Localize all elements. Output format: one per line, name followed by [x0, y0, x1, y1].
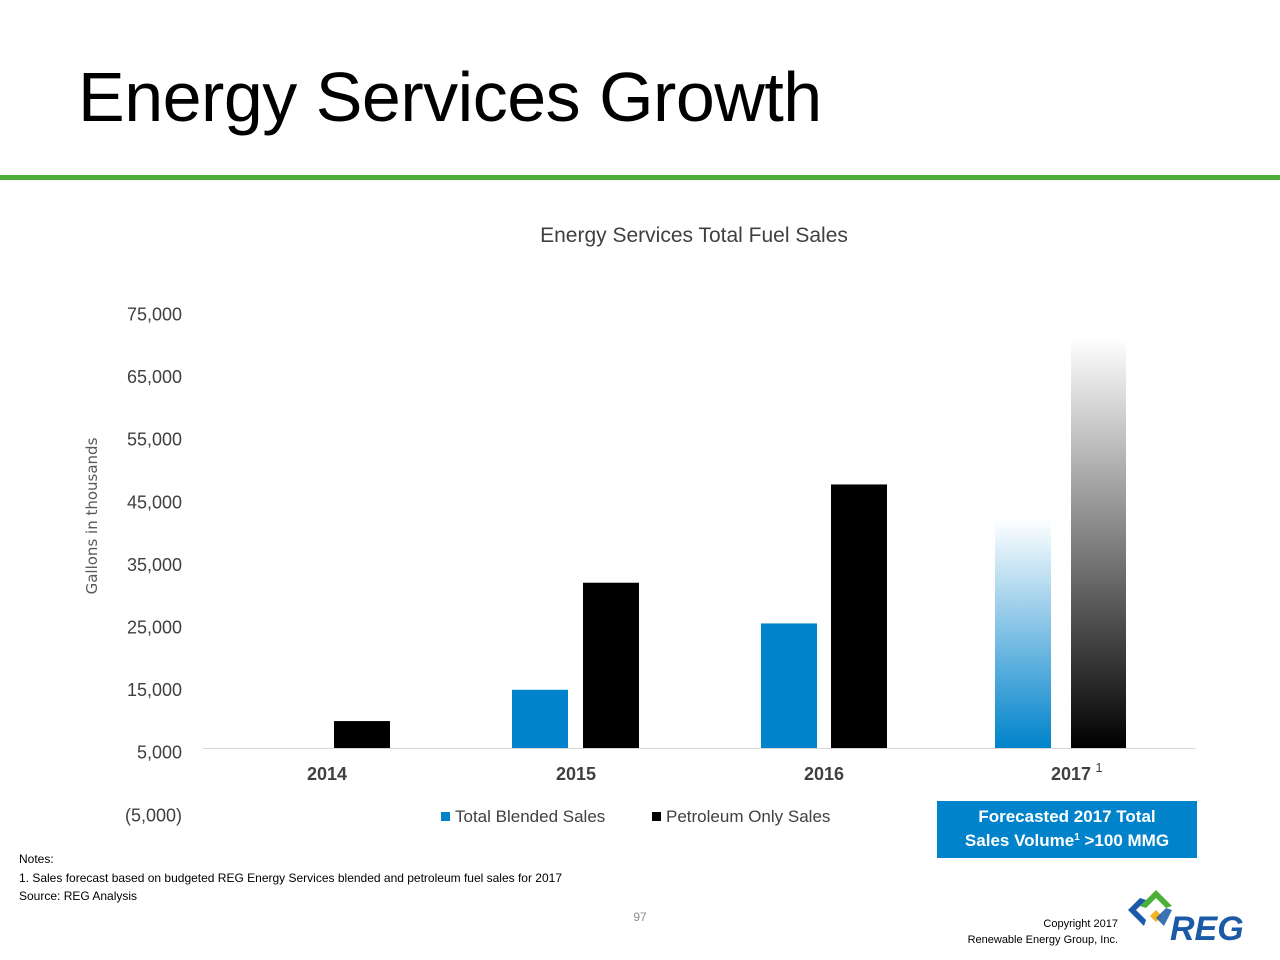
y-tick-label: 45,000: [127, 492, 182, 512]
bar-petroleum-only-sales-2015: [583, 582, 639, 748]
logo-wordmark: REG: [1170, 910, 1244, 946]
reg-logo: REG: [1128, 890, 1244, 946]
y-tick-label: 55,000: [127, 430, 182, 450]
y-axis-label: Gallons in thousands: [83, 437, 101, 594]
bar-petroleum-only-sales-2016: [831, 484, 887, 748]
source-note: Source: REG Analysis: [19, 889, 138, 903]
copyright: Copyright 2017 Renewable Energy Group, I…: [968, 917, 1118, 948]
legend-swatch: [441, 812, 450, 821]
y-tick-label: 35,000: [127, 555, 182, 575]
legend-label: Total Blended Sales: [455, 807, 605, 826]
legend-swatch: [652, 812, 661, 821]
title-divider: [0, 175, 1280, 180]
callout-line-1: Forecasted 2017 Total: [978, 807, 1156, 826]
x-category-label: 2017: [1051, 764, 1091, 784]
y-tick-label: (5,000): [125, 805, 182, 825]
bar-total-blended-sales-2016: [761, 623, 817, 748]
copyright-line-2: Renewable Energy Group, Inc.: [967, 933, 1118, 946]
y-tick-label: 75,000: [127, 305, 182, 325]
legend-label: Petroleum Only Sales: [666, 807, 830, 826]
y-tick-label: 5,000: [137, 743, 182, 763]
logo-mark-blue-2: [1156, 908, 1172, 926]
y-tick-label: 25,000: [127, 618, 182, 638]
notes: Notes: 1. Sales forecast based on budget…: [19, 850, 562, 906]
logo-mark-blue: [1128, 898, 1146, 926]
bar-total-blended-sales-2015: [512, 689, 568, 748]
callout-line-2: Sales Volume1 >100 MMG: [964, 831, 1170, 850]
slide-title: Energy Services Growth: [78, 58, 822, 136]
bar-total-blended-sales-2017: [995, 518, 1051, 748]
forecast-callout: Forecasted 2017 Total Sales Volume1 >100…: [937, 801, 1197, 858]
y-tick-label: 15,000: [127, 680, 182, 700]
y-tick-label: 65,000: [127, 367, 182, 387]
x-category-superscript: 1: [1095, 760, 1102, 775]
x-category-label: 2014: [307, 764, 347, 784]
notes-heading: Notes:: [19, 852, 54, 866]
page-number: 97: [633, 910, 647, 924]
copyright-line-1: Copyright 2017: [1043, 918, 1118, 930]
fuel-sales-bar-chart: Energy Services Total Fuel Sales Gallons…: [83, 224, 1196, 826]
chart-title: Energy Services Total Fuel Sales: [540, 224, 848, 247]
x-category-label: 2015: [556, 764, 596, 784]
note-1: 1. Sales forecast based on budgeted REG …: [19, 870, 563, 885]
bar-petroleum-only-sales-2014: [334, 721, 390, 748]
logo-mark-green: [1140, 890, 1172, 908]
x-category-label: 2016: [804, 764, 844, 784]
bar-petroleum-only-sales-2017: [1071, 337, 1126, 748]
